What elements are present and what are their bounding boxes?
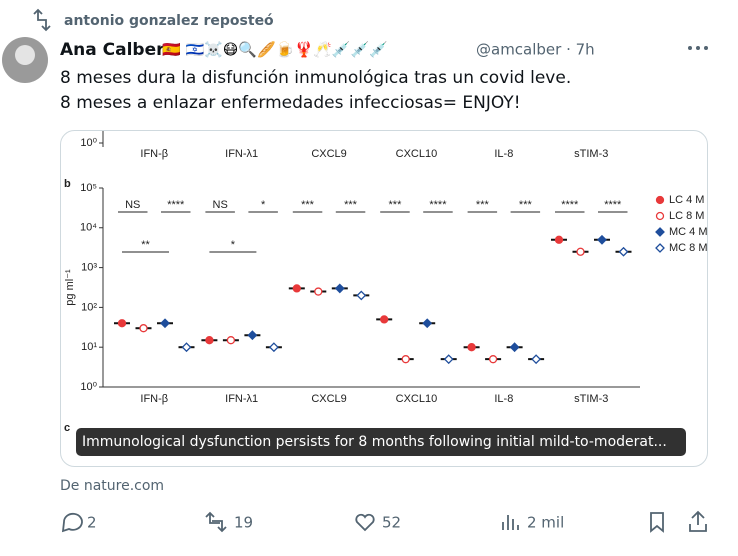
category-label: sTIM-3 xyxy=(574,393,608,405)
median-point xyxy=(576,247,585,256)
y-tick-label: 10² xyxy=(81,301,97,313)
median-point xyxy=(488,355,498,364)
median-point xyxy=(554,235,564,244)
y-tick-label: 10⁰ xyxy=(80,381,97,393)
author-emojis: 🇪🇸 🇮🇱☠️😷🔍🥖🍺🦞🥂💉💉💉 xyxy=(162,40,388,59)
reply-count: 2 xyxy=(87,514,97,532)
significance-label: *** xyxy=(344,199,358,211)
significance-label: * xyxy=(261,199,266,211)
category-label: IFN-β xyxy=(140,393,168,405)
median-point xyxy=(292,284,301,293)
median-point xyxy=(268,342,279,353)
tweet-text: 8 meses dura la disfunción inmunológica … xyxy=(60,68,571,88)
panel-label: c xyxy=(64,422,70,434)
legend-marker xyxy=(655,195,665,205)
significance-label: NS xyxy=(213,199,228,211)
legend-label: MC 8 M xyxy=(669,242,708,254)
y-tick-label: 10⁰ xyxy=(80,137,97,149)
chart: 10⁰ IFN-β IFN-λ1 CXCL9 CXCL10 IL-8 sTIM-3 b c 10⁰… xyxy=(64,130,708,434)
y-tick-label: 10⁴ xyxy=(80,222,97,234)
median-point xyxy=(356,290,367,301)
legend-label: LC 4 M xyxy=(669,194,704,206)
median-point xyxy=(443,354,454,365)
significance-label: NS xyxy=(125,199,140,211)
views-icon[interactable] xyxy=(502,515,519,530)
panel-label: b xyxy=(64,178,71,190)
category-label: IL-8 xyxy=(494,148,513,160)
median-point xyxy=(181,342,192,353)
repost-icon xyxy=(33,8,51,32)
category-label: IFN-λ1 xyxy=(225,148,258,160)
significance-label: *** xyxy=(301,199,315,211)
legend-marker xyxy=(655,227,665,237)
legend-label: MC 4 M xyxy=(669,226,708,238)
category-label: sTIM-3 xyxy=(574,148,608,160)
significance-label: **** xyxy=(604,199,622,211)
like-count: 52 xyxy=(382,514,401,532)
card-source[interactable]: De nature.com xyxy=(60,478,164,494)
significance-label: *** xyxy=(389,199,403,211)
share-icon[interactable] xyxy=(689,510,707,532)
more-button[interactable] xyxy=(688,46,708,50)
median-point xyxy=(380,315,389,324)
legend-marker xyxy=(655,211,665,221)
caption: Immunological dysfunction persists for 8… xyxy=(82,434,667,450)
like-icon[interactable] xyxy=(355,513,375,532)
median-point xyxy=(401,355,410,364)
legend-marker xyxy=(655,243,665,253)
reply-icon[interactable] xyxy=(61,512,83,533)
y-tick-label: 10³ xyxy=(81,262,97,274)
legend-label: LC 8 M xyxy=(669,210,704,222)
repost-button[interactable] xyxy=(205,511,227,533)
author-name[interactable]: Ana Calber xyxy=(60,40,165,60)
bookmark-icon[interactable] xyxy=(650,512,664,533)
median-point xyxy=(509,342,520,353)
significance-label: **** xyxy=(167,199,185,211)
significance-label: *** xyxy=(476,199,490,211)
significance-label: ** xyxy=(141,239,150,251)
avatar-face xyxy=(15,45,35,65)
median-point xyxy=(139,324,148,333)
significance-label: **** xyxy=(429,199,447,211)
median-point xyxy=(618,246,629,257)
median-point xyxy=(597,234,607,245)
category-label: CXCL9 xyxy=(311,148,346,160)
author-handle[interactable]: @amcalber · 7h xyxy=(476,41,595,59)
y-tick-label: 10¹ xyxy=(81,341,97,353)
median-point xyxy=(422,318,433,329)
significance-label: *** xyxy=(519,199,533,211)
y-axis-label: pg ml⁻¹ xyxy=(64,269,76,306)
significance-label: * xyxy=(231,239,236,251)
repost-label: antonio gonzalez reposteó xyxy=(64,13,274,29)
median-point xyxy=(117,319,127,328)
median-point xyxy=(314,287,323,296)
category-label: CXCL9 xyxy=(311,393,346,405)
median-point xyxy=(205,336,214,345)
category-label: IL-8 xyxy=(494,393,513,405)
category-label: CXCL10 xyxy=(396,148,438,160)
category-label: IFN-λ1 xyxy=(225,393,258,405)
y-tick-label: 10⁵ xyxy=(80,182,97,194)
repost-count: 19 xyxy=(234,514,253,532)
median-point xyxy=(467,343,476,352)
category-label: IFN-β xyxy=(140,148,168,160)
median-point xyxy=(160,318,170,329)
caption-bg xyxy=(76,428,686,456)
median-point xyxy=(226,336,236,345)
significance-label: **** xyxy=(561,199,579,211)
view-count: 2 mil xyxy=(527,514,564,532)
median-point xyxy=(531,354,542,365)
median-point xyxy=(247,330,258,341)
category-label: CXCL10 xyxy=(396,393,438,405)
median-point xyxy=(334,283,345,294)
tweet-text: 8 meses a enlazar enfermedades infeccios… xyxy=(60,93,521,113)
card-border xyxy=(60,130,708,467)
media-card[interactable]: 10⁰ IFN-β IFN-λ1 CXCL9 CXCL10 IL-8 sTIM-3 b c 10⁰… xyxy=(60,130,708,467)
